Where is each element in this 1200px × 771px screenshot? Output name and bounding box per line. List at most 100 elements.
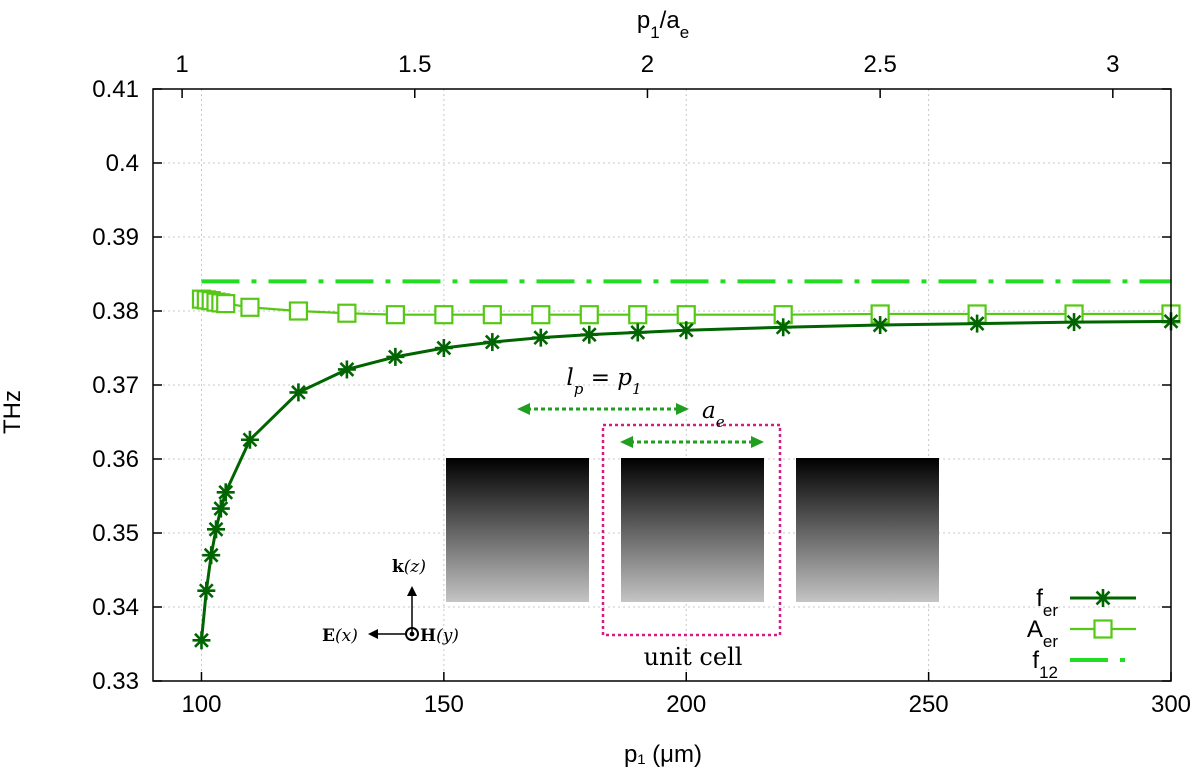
x2-axis-title: p1/ae [637,7,689,42]
y-tick-label: 0.4 [106,150,139,177]
e-field-label: E(x) [322,626,358,646]
data-point [774,318,793,337]
data-point [579,305,599,325]
data-point [1065,313,1084,332]
data-point [968,314,987,333]
y-tick-label: 0.34 [92,594,139,621]
series-f_er [192,312,1180,650]
marker-stroke [775,319,791,335]
top-axis: 1 1.5 2 2.5 3 [175,51,1120,98]
marker-stroke [242,432,258,448]
x-tick-label: 250 [909,691,949,718]
marker-stroke [218,484,234,500]
marker-stroke [436,340,452,356]
data-point [197,581,216,600]
legend-label: f12 [1032,647,1058,682]
y-tick-label: 0.37 [92,372,139,399]
x2-tick-label: 2.5 [863,51,896,78]
legend-marker [1093,619,1113,639]
x-axis-title: p₁ (μm) [624,741,702,768]
unit-cell-box [601,423,782,637]
legend-label: fer [1036,585,1058,620]
marker-stroke [533,330,549,346]
data-point [386,347,405,366]
legend-entry-f_er: fer [1036,585,1136,620]
marker-stroke [630,325,646,340]
data-point [216,294,236,314]
data-point [289,383,308,402]
width-dimension-arrow [620,436,764,448]
data-point [531,328,550,347]
legend-entry-f_12: f12 [1032,647,1136,682]
period-label: lp = p1 [566,365,641,398]
x2-tick-label: 1 [175,51,188,78]
data-point [207,520,226,539]
x2-tick-label: 3 [1106,51,1119,78]
data-point [240,430,259,449]
data-point [202,546,221,565]
marker-stroke [339,362,355,377]
plot-frame [152,88,1172,682]
marker-stroke [194,632,209,648]
y-tick-label: 0.36 [92,446,139,473]
data-point [385,305,405,325]
k-field-label: k(z) [392,557,426,577]
marker-stroke [208,521,224,537]
h-field-label: H(y) [420,626,459,646]
marker-stroke [581,327,597,343]
data-point [628,323,647,342]
data-point [482,305,502,325]
marker-stroke [1095,590,1111,606]
marker-stroke [678,322,694,338]
legend-label: Aer [1027,616,1058,651]
data-point [531,305,551,325]
field-orientation: k(z) E(x) H(y) [322,557,459,646]
data-point [434,339,453,357]
series-layer [191,279,1181,650]
data-point [240,297,260,317]
unit-cell-inset: unit cell lp = p1 ae k(z) [322,365,939,671]
x-tick-label: 100 [181,691,221,718]
data-point [434,305,454,325]
data-point [628,305,648,325]
data-point [337,303,357,323]
y-tick-label: 0.33 [92,668,139,695]
marker-stroke [872,317,888,333]
x-tick-label: 300 [1151,691,1191,718]
data-point [483,333,502,352]
data-point [580,325,599,344]
data-point [211,499,230,518]
marker-stroke [387,349,403,365]
x-tick-label: 150 [424,691,464,718]
legend-entry-A_er: Aer [1027,616,1136,651]
marker-stroke [291,385,306,400]
marker-stroke [969,316,985,331]
resonator-block-left [446,458,589,602]
y-tick-label: 0.41 [92,76,139,103]
x-tick-label: 200 [666,691,706,718]
legend-marker [1094,589,1112,607]
marker-stroke [1066,314,1082,330]
data-point [676,305,696,325]
y-tick-label: 0.35 [92,520,139,547]
y-tick-label: 0.39 [92,224,139,251]
marker-stroke [198,583,214,599]
resonator-block-center [621,458,764,602]
unit-cell-label: unit cell [644,643,743,671]
data-point [192,631,211,650]
x2-tick-label: 2 [641,51,654,78]
data-point [677,321,696,340]
data-point [288,301,309,321]
data-point [871,316,890,335]
marker-stroke [484,334,500,350]
marker-stroke [213,501,229,516]
axes: 100 150 200 250 300 0.33 0.34 0.35 0.36 0.37 0.38 0… [92,76,1191,718]
x2-tick-label: 1.5 [398,51,431,78]
data-point [216,483,235,502]
y-tick-label: 0.38 [92,298,139,325]
data-point [337,360,356,379]
resonator-block-right [796,458,939,602]
marker-stroke [203,547,219,563]
